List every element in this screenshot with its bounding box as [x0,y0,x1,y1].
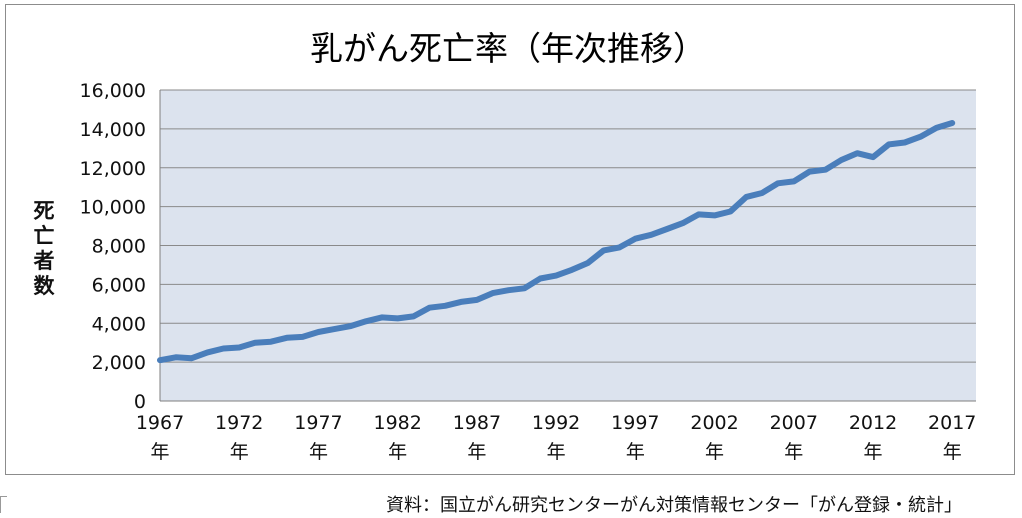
series-group [157,120,956,364]
data-point [315,329,321,335]
data-point [426,305,432,311]
y-tick-label: 2,000 [92,352,146,374]
data-point [236,345,242,351]
x-tick-suffix: 年 [388,441,407,463]
y-tick-label: 14,000 [80,119,146,141]
data-point [601,247,607,253]
data-point [220,346,226,352]
x-tick-label: 2002 [690,412,738,434]
data-point [585,260,591,266]
data-point [395,315,401,321]
data-point [775,180,781,186]
x-tick-suffix: 年 [705,441,724,463]
data-point [822,167,828,173]
x-tick-label: 1972 [215,412,263,434]
x-tick-label: 1992 [532,412,580,434]
data-point [886,141,892,147]
x-tick-suffix: 年 [230,441,249,463]
x-tick-labels: 1967 年 1972 年 1977 年 1982 年 1987 年 1992 年 1997 年 2002 年… [136,412,977,463]
data-point [537,276,543,282]
source-note: 資料：国立がん研究センターがん対策情報センター「がん登録・統計」 [386,495,962,516]
y-tick-label: 6,000 [92,274,146,296]
x-tick-label: 1987 [453,412,501,434]
data-point [474,297,480,303]
x-tick-label: 2007 [770,412,818,434]
data-point [807,169,813,175]
x-tick-label: 2012 [849,412,897,434]
y-tick-label: 4,000 [92,313,146,335]
data-point [189,355,195,361]
data-point [458,299,464,305]
x-tick-suffix: 年 [864,441,883,463]
data-point [411,313,417,319]
data-point [838,157,844,163]
data-point [268,339,274,345]
x-tick-suffix: 年 [309,441,328,463]
data-point [379,314,385,320]
x-tick-suffix: 年 [943,441,962,463]
data-point [157,357,163,363]
data-point [632,236,638,242]
data-point [743,194,749,200]
data-point [712,212,718,218]
data-point [252,340,258,346]
x-tick-suffix: 年 [467,441,486,463]
x-tick-suffix: 年 [626,441,645,463]
x-tick-suffix: 年 [547,441,566,463]
corner-mark [0,496,7,513]
data-point [521,285,527,291]
data-point [553,273,559,279]
y-tick-label: 16,000 [80,80,146,102]
data-point [284,335,290,341]
data-point [331,326,337,332]
data-point [616,244,622,250]
data-point [902,139,908,145]
data-point [854,150,860,156]
x-tick-suffix: 年 [784,441,803,463]
x-tick-label: 1977 [294,412,342,434]
data-point [363,318,369,324]
data-point [918,134,924,140]
chart: 乳がん死亡率（年次推移） 0 2,000 4,000 6,000 8,000 10,000… [34,29,977,463]
data-point [680,220,686,226]
y-tick-label: 12,000 [80,158,146,180]
y-tick-labels: 0 2,000 4,000 6,000 8,000 10,000 12,000 14,000 1… [80,80,146,413]
data-point [664,226,670,232]
data-point [506,287,512,293]
x-tick-label: 1997 [611,412,659,434]
x-tick-label: 1982 [373,412,421,434]
data-point [569,267,575,273]
x-tick-label: 2017 [928,412,976,434]
data-point [870,154,876,160]
y-axis-label: 死亡者数 [34,199,56,298]
data-point [933,125,939,131]
y-tick-label: 8,000 [92,236,146,258]
gridlines [159,89,976,402]
data-point [173,354,179,360]
y-axis-title: 死亡者数 [34,199,56,298]
data-point [490,290,496,296]
y-tick-label: 10,000 [80,197,146,219]
chart-title: 乳がん死亡率（年次推移） [310,29,706,68]
x-tick-suffix: 年 [150,441,169,463]
data-point [791,178,797,184]
data-point [442,303,448,309]
data-point [696,211,702,217]
data-point [949,120,955,126]
data-point [205,349,211,355]
data-point [648,232,654,238]
data-point [300,334,306,340]
data-point [727,208,733,214]
x-tick-label: 1967 [136,412,184,434]
data-point [347,323,353,329]
y-tick-label: 0 [134,391,146,413]
data-point [759,190,765,196]
